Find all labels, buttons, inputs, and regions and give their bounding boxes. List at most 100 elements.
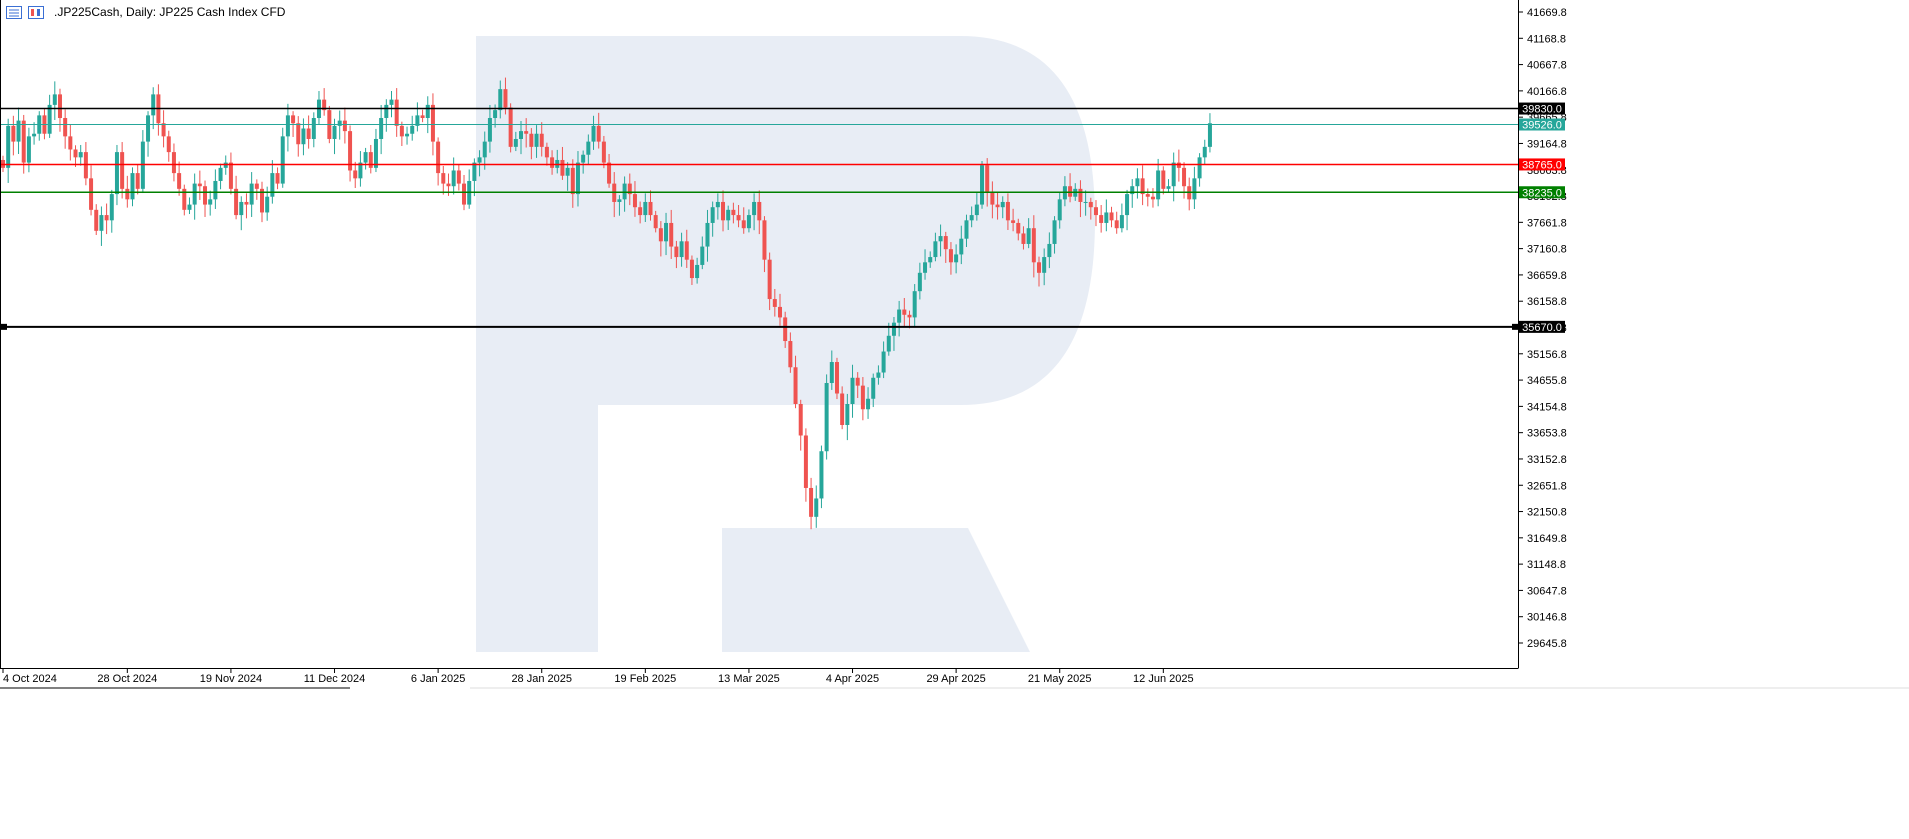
- candle-body: [26, 136, 31, 163]
- candle-body: [881, 351, 886, 373]
- y-tick-label: 30146.8: [1527, 612, 1567, 624]
- candle-body: [332, 125, 337, 139]
- candle-body: [876, 372, 881, 378]
- candle-body: [192, 183, 197, 205]
- candle-body: [788, 341, 793, 368]
- y-tick-label: 31649.8: [1527, 533, 1567, 545]
- level-handle-left[interactable]: [1, 323, 7, 330]
- candle-body: [68, 136, 73, 150]
- candle-body: [1057, 199, 1062, 221]
- axes-layer: 41669.841168.840667.840166.839665.839164…: [0, 0, 1909, 689]
- candle-body: [767, 259, 772, 300]
- candle-body: [384, 104, 389, 118]
- candle-body: [1150, 196, 1155, 200]
- candle-body: [923, 262, 928, 273]
- candle-body: [415, 115, 420, 126]
- candle-body: [627, 183, 632, 195]
- candle-body: [94, 209, 99, 231]
- candle-body: [705, 222, 710, 247]
- candle-body: [78, 152, 83, 158]
- candle-body: [674, 246, 679, 258]
- x-tick-label: 28 Jan 2025: [511, 673, 572, 685]
- candle-body: [187, 204, 192, 210]
- candle-body: [928, 257, 933, 263]
- x-tick-label: 6 Jan 2025: [411, 673, 465, 685]
- candle-body: [954, 254, 959, 263]
- level-price-label: 38765.0: [1522, 159, 1562, 171]
- y-tick-label: 35156.8: [1527, 349, 1567, 361]
- x-tick-label: 11 Dec 2024: [304, 673, 366, 685]
- chart-list-icon[interactable]: [6, 5, 22, 19]
- candle-body: [866, 398, 871, 410]
- candle-body: [477, 157, 482, 163]
- candle-body: [689, 259, 694, 279]
- candle-body: [342, 120, 347, 132]
- candle-body: [824, 383, 829, 452]
- candle-body: [974, 204, 979, 216]
- candle-body: [607, 162, 612, 184]
- candle-body: [151, 94, 156, 116]
- x-tick-label: 12 Jun 2025: [1133, 673, 1194, 685]
- candle-body: [860, 385, 865, 410]
- candle-body: [1047, 243, 1052, 258]
- candle-body: [850, 377, 855, 405]
- candle-body: [446, 183, 451, 187]
- candle-body: [280, 136, 285, 184]
- candle-body: [539, 133, 544, 147]
- candle-body: [1026, 228, 1031, 244]
- candle-body: [228, 162, 233, 189]
- candle-body: [161, 123, 166, 137]
- candle-body: [166, 136, 171, 153]
- candle-body: [6, 125, 11, 168]
- timeframe-label: Daily:: [126, 5, 157, 19]
- x-tick-label: 13 Mar 2025: [718, 673, 780, 685]
- candle-body: [125, 188, 130, 200]
- candle-body: [218, 167, 223, 181]
- candle-body: [104, 215, 109, 221]
- candle-body: [658, 228, 663, 242]
- candle-body: [715, 201, 720, 208]
- candle-body: [886, 335, 891, 352]
- candle-body: [373, 138, 378, 168]
- y-tick-label: 40667.8: [1527, 60, 1567, 72]
- candle-body: [757, 201, 762, 221]
- candle-body: [291, 115, 296, 124]
- x-tick-label: 4 Apr 2025: [826, 673, 879, 685]
- candle-body: [519, 131, 523, 139]
- candle-body: [948, 249, 953, 263]
- candle-body: [1171, 162, 1176, 187]
- candle-body: [798, 404, 803, 436]
- candle-body: [1207, 123, 1212, 147]
- candle-body: [1109, 212, 1114, 221]
- candle-body: [1176, 162, 1181, 168]
- y-tick-label: 32150.8: [1527, 507, 1567, 519]
- candle-body: [581, 154, 586, 163]
- candle-body: [451, 170, 456, 187]
- candle-body: [550, 157, 555, 168]
- candle-body: [275, 173, 280, 184]
- level-handle-right[interactable]: [1512, 323, 1518, 330]
- candle-body: [57, 94, 62, 118]
- candle-body: [1005, 201, 1010, 221]
- candle-body: [726, 209, 731, 221]
- one-click-trading-icon[interactable]: [28, 5, 44, 19]
- candle-body: [130, 173, 135, 200]
- y-tick-label: 31148.8: [1527, 559, 1566, 571]
- chart-header: .JP225Cash, Daily: JP225 Cash Index CFD: [6, 4, 285, 20]
- y-tick-label: 40166.8: [1527, 86, 1567, 98]
- y-tick-label: 33152.8: [1527, 454, 1567, 466]
- symbol-description: JP225 Cash Index CFD: [159, 5, 286, 19]
- candle-body: [969, 215, 974, 221]
- candle-body: [591, 125, 596, 142]
- candle-body: [752, 201, 757, 216]
- candle-body: [11, 125, 16, 142]
- x-tick-label: 29 Apr 2025: [926, 673, 985, 685]
- candle-body: [254, 183, 259, 189]
- candle-body: [544, 146, 549, 158]
- candle-body: [146, 115, 151, 142]
- candle-body: [1166, 186, 1171, 189]
- y-tick-label: 30647.8: [1527, 585, 1567, 597]
- candle-body: [472, 162, 477, 181]
- candle-body: [52, 94, 57, 105]
